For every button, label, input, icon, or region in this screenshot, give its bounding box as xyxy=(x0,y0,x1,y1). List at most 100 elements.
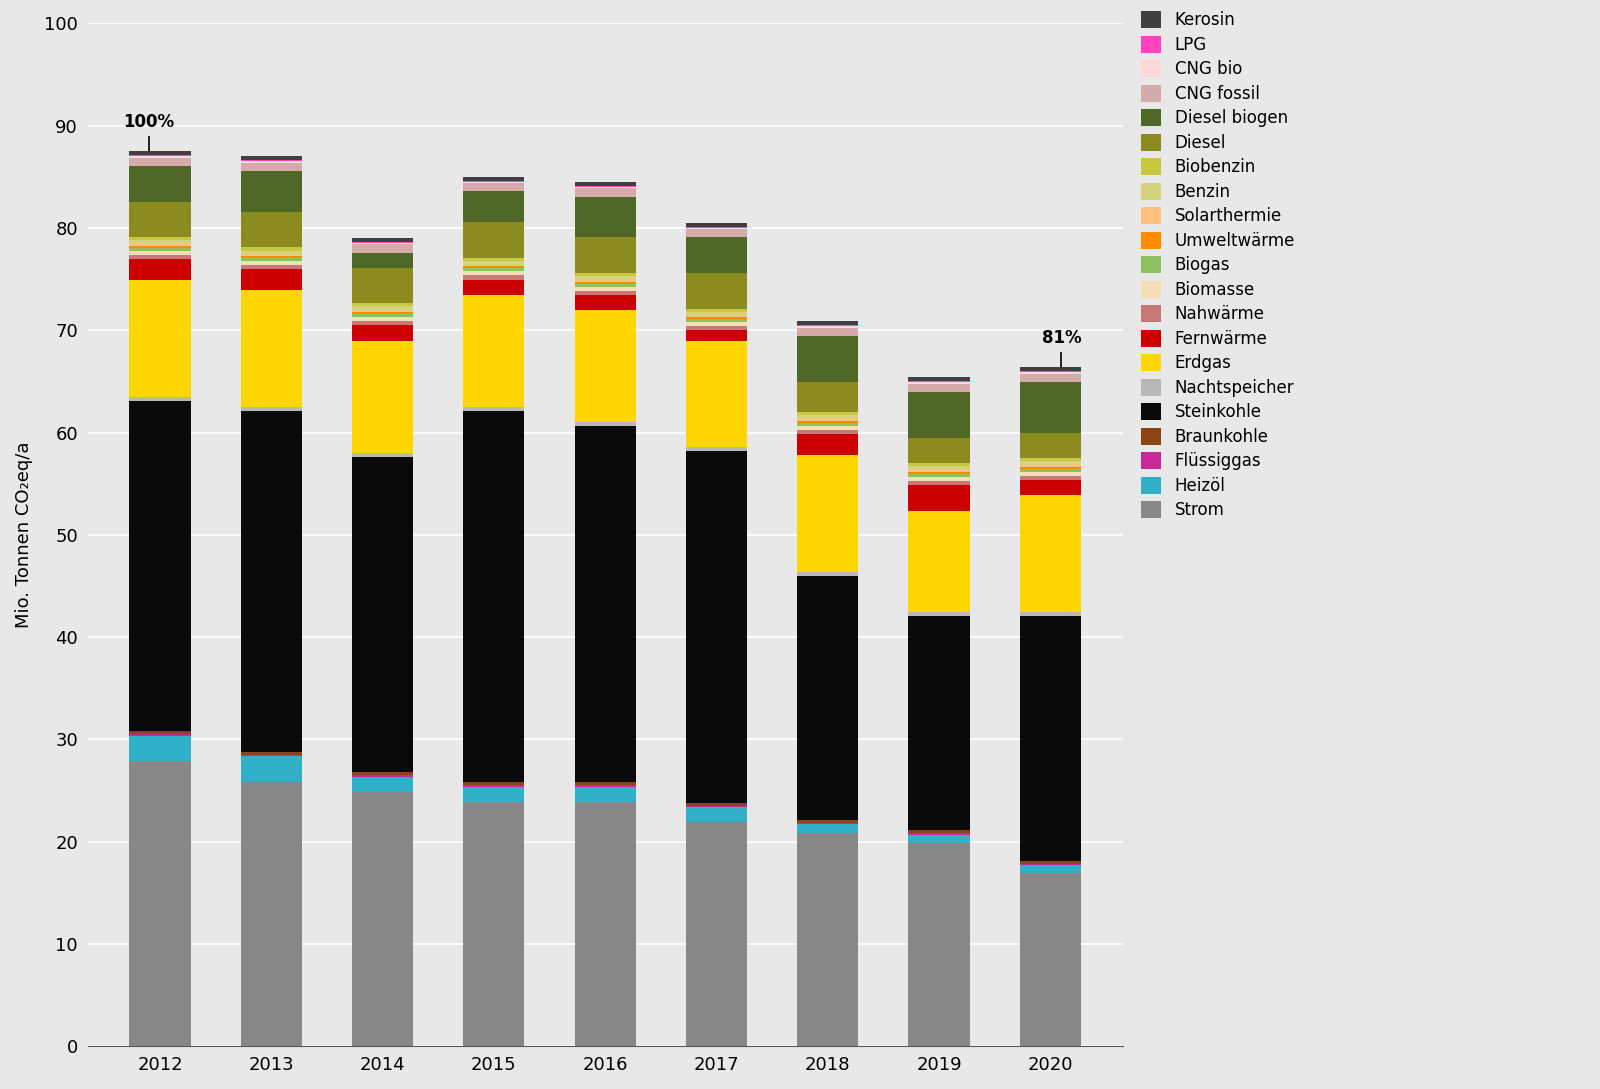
Bar xyxy=(909,470,970,472)
Bar xyxy=(574,803,635,1047)
Bar xyxy=(797,823,858,824)
Bar xyxy=(909,481,970,485)
Bar xyxy=(797,337,858,382)
Bar xyxy=(352,772,413,775)
Bar xyxy=(797,382,858,413)
Bar xyxy=(574,197,635,237)
Bar xyxy=(240,269,302,290)
Bar xyxy=(240,290,302,406)
Bar xyxy=(797,421,858,423)
Bar xyxy=(1019,865,1082,873)
Bar xyxy=(1019,864,1082,865)
Bar xyxy=(574,188,635,197)
Bar xyxy=(574,280,635,282)
Bar xyxy=(686,308,747,311)
Bar xyxy=(240,411,302,751)
Bar xyxy=(464,176,525,181)
Bar xyxy=(130,237,190,241)
Bar xyxy=(464,183,525,192)
Bar xyxy=(464,803,525,1047)
Bar xyxy=(574,282,635,283)
Bar xyxy=(464,268,525,271)
Bar xyxy=(797,833,858,1047)
Bar xyxy=(797,426,858,430)
Bar xyxy=(1019,472,1082,476)
Bar xyxy=(352,268,413,304)
Bar xyxy=(130,734,190,736)
Bar xyxy=(464,411,525,782)
Bar xyxy=(240,161,302,163)
Bar xyxy=(464,267,525,268)
Bar xyxy=(686,806,747,807)
Bar xyxy=(464,785,525,786)
Bar xyxy=(1019,458,1082,461)
Bar xyxy=(686,807,747,822)
Bar xyxy=(240,756,302,782)
Bar xyxy=(1019,616,1082,860)
Bar xyxy=(909,472,970,474)
Bar xyxy=(130,280,190,396)
Bar xyxy=(1019,468,1082,472)
Bar xyxy=(574,786,635,803)
Text: 100%: 100% xyxy=(123,113,174,131)
Bar xyxy=(464,182,525,183)
Bar xyxy=(352,321,413,326)
Bar xyxy=(686,273,747,308)
Bar xyxy=(352,237,413,242)
Bar xyxy=(464,782,525,785)
Bar xyxy=(464,265,525,267)
Bar xyxy=(464,271,525,276)
Bar xyxy=(352,453,413,456)
Bar xyxy=(352,310,413,313)
Bar xyxy=(797,820,858,823)
Bar xyxy=(1019,873,1082,1047)
Bar xyxy=(464,406,525,411)
Bar xyxy=(1019,367,1082,371)
Bar xyxy=(240,261,302,266)
Bar xyxy=(909,477,970,481)
Bar xyxy=(574,187,635,188)
Legend: Kerosin, LPG, CNG bio, CNG fossil, Diesel biogen, Diesel, Biobenzin, Benzin, Sol: Kerosin, LPG, CNG bio, CNG fossil, Diese… xyxy=(1141,11,1294,519)
Bar xyxy=(240,163,302,171)
Bar xyxy=(574,785,635,786)
Bar xyxy=(574,182,635,186)
Bar xyxy=(130,396,190,401)
Bar xyxy=(352,314,413,317)
Bar xyxy=(352,304,413,306)
Bar xyxy=(1019,612,1082,616)
Bar xyxy=(240,755,302,756)
Bar xyxy=(686,327,747,330)
Bar xyxy=(130,246,190,248)
Bar xyxy=(686,322,747,327)
Bar xyxy=(130,259,190,280)
Bar xyxy=(574,276,635,280)
Bar xyxy=(130,761,190,1047)
Bar xyxy=(352,341,413,453)
Bar xyxy=(464,786,525,803)
Bar xyxy=(240,157,302,160)
Bar xyxy=(574,283,635,286)
Bar xyxy=(130,248,190,252)
Bar xyxy=(909,463,970,466)
Bar xyxy=(352,776,413,792)
Bar xyxy=(130,157,190,158)
Bar xyxy=(909,474,970,477)
Bar xyxy=(1019,476,1082,480)
Bar xyxy=(686,317,747,319)
Bar xyxy=(909,612,970,616)
Bar xyxy=(464,192,525,222)
Bar xyxy=(240,406,302,411)
Bar xyxy=(352,244,413,253)
Bar xyxy=(130,151,190,156)
Bar xyxy=(574,782,635,785)
Bar xyxy=(130,241,190,244)
Bar xyxy=(909,382,970,383)
Bar xyxy=(909,843,970,1047)
Bar xyxy=(240,250,302,255)
Bar xyxy=(130,158,190,166)
Bar xyxy=(1019,372,1082,374)
Bar xyxy=(464,276,525,280)
Bar xyxy=(686,222,747,227)
Bar xyxy=(574,421,635,426)
Bar xyxy=(686,228,747,229)
